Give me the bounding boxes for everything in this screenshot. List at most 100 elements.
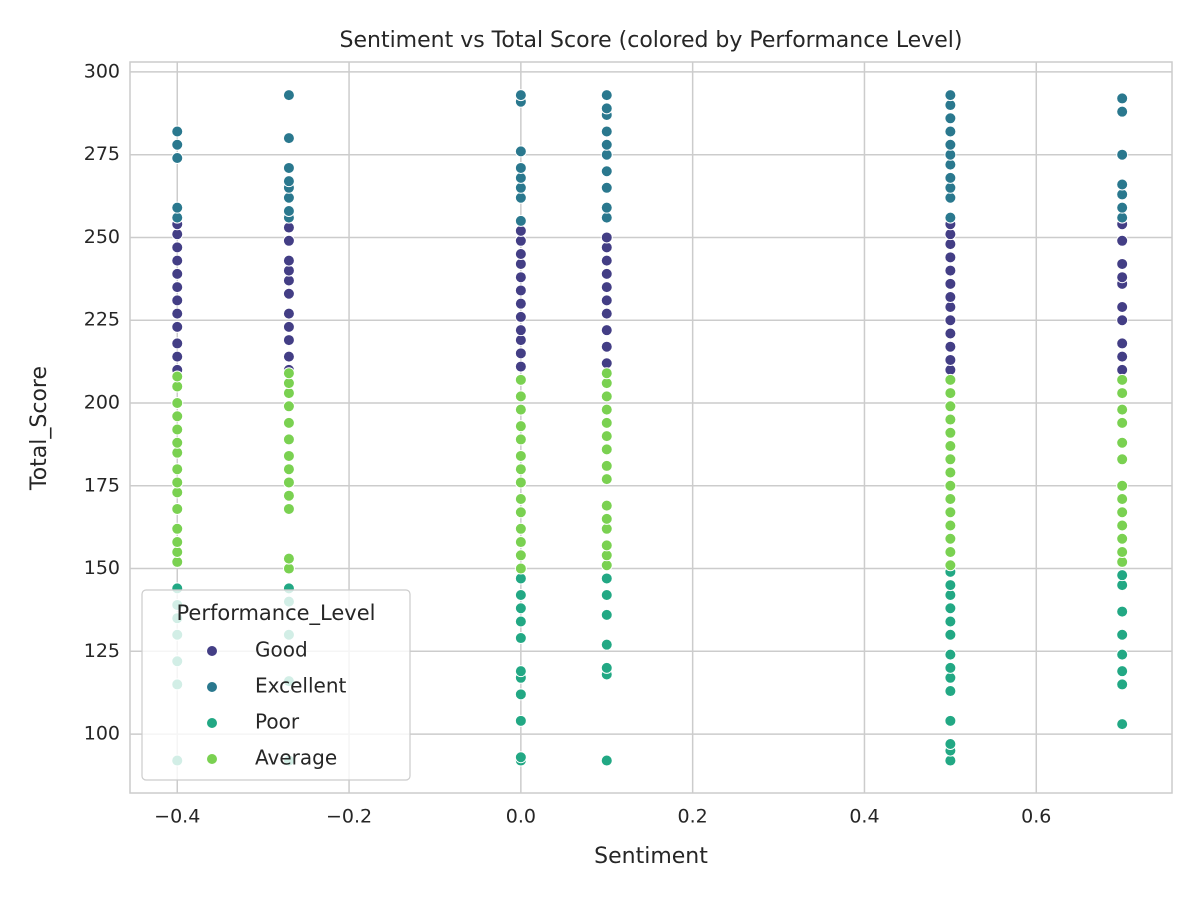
labels: Sentiment vs Total Score (colored by Per… xyxy=(27,28,1051,869)
legend-label: Good xyxy=(255,638,308,662)
point xyxy=(1116,678,1129,691)
point xyxy=(944,99,957,112)
point xyxy=(282,89,295,102)
point xyxy=(514,449,527,462)
point xyxy=(600,499,613,512)
point xyxy=(514,284,527,297)
y-tick-label: 100 xyxy=(84,723,120,745)
point xyxy=(171,446,184,459)
point xyxy=(282,307,295,320)
point xyxy=(1116,271,1129,284)
legend-title: Performance_Level xyxy=(176,601,375,626)
point xyxy=(514,572,527,585)
point xyxy=(600,459,613,472)
point xyxy=(171,436,184,449)
point xyxy=(282,334,295,347)
point xyxy=(282,175,295,188)
point xyxy=(944,363,957,376)
point xyxy=(944,238,957,251)
legend-label: Poor xyxy=(255,710,300,734)
point xyxy=(171,320,184,333)
point xyxy=(600,754,613,767)
point xyxy=(282,489,295,502)
x-axis-label: Sentiment xyxy=(594,844,708,869)
point xyxy=(171,502,184,515)
point xyxy=(944,353,957,366)
y-tick-label: 250 xyxy=(84,226,120,248)
point xyxy=(282,191,295,204)
point xyxy=(600,211,613,224)
point xyxy=(1116,387,1129,400)
point xyxy=(944,138,957,151)
point xyxy=(171,545,184,558)
point xyxy=(514,334,527,347)
point xyxy=(1116,178,1129,191)
point xyxy=(171,476,184,489)
point xyxy=(1116,373,1129,386)
point xyxy=(944,579,957,592)
point xyxy=(944,89,957,102)
point xyxy=(282,234,295,247)
point xyxy=(600,377,613,390)
legend-marker xyxy=(206,753,218,765)
point xyxy=(282,204,295,217)
point xyxy=(514,463,527,476)
legend-box xyxy=(141,589,411,781)
point xyxy=(600,443,613,456)
x-tick-label: 0.0 xyxy=(506,806,536,828)
y-tick-label: 300 xyxy=(84,60,120,82)
point xyxy=(171,254,184,267)
point xyxy=(514,549,527,562)
point xyxy=(514,248,527,261)
point xyxy=(282,254,295,267)
point xyxy=(514,476,527,489)
point xyxy=(514,324,527,337)
point xyxy=(282,562,295,575)
point xyxy=(1116,665,1129,678)
point xyxy=(514,181,527,194)
point xyxy=(171,267,184,280)
point xyxy=(944,251,957,264)
point xyxy=(600,589,613,602)
point xyxy=(282,433,295,446)
point xyxy=(282,320,295,333)
point xyxy=(944,493,957,506)
point xyxy=(514,632,527,645)
point xyxy=(1116,148,1129,161)
point xyxy=(944,314,957,327)
point xyxy=(514,89,527,102)
point xyxy=(1116,555,1129,568)
point xyxy=(600,231,613,244)
point xyxy=(944,754,957,767)
point xyxy=(944,466,957,479)
point xyxy=(600,138,613,151)
point xyxy=(1116,105,1129,118)
point xyxy=(171,337,184,350)
y-tick-label: 200 xyxy=(84,392,120,414)
legend-label: Average xyxy=(255,746,337,770)
point xyxy=(944,264,957,277)
point xyxy=(282,387,295,400)
point xyxy=(282,449,295,462)
point xyxy=(1116,605,1129,618)
point xyxy=(600,294,613,307)
point xyxy=(944,479,957,492)
point xyxy=(514,271,527,284)
point xyxy=(171,423,184,436)
point xyxy=(1116,628,1129,641)
point xyxy=(600,340,613,353)
point xyxy=(600,281,613,294)
point xyxy=(1116,493,1129,506)
point xyxy=(1116,403,1129,416)
point xyxy=(944,191,957,204)
point xyxy=(600,572,613,585)
point xyxy=(514,602,527,615)
point xyxy=(171,241,184,254)
point xyxy=(600,357,613,370)
point xyxy=(514,420,527,433)
point xyxy=(282,264,295,277)
point xyxy=(171,201,184,214)
legend-marker xyxy=(206,717,218,729)
point xyxy=(514,522,527,535)
point xyxy=(1116,545,1129,558)
